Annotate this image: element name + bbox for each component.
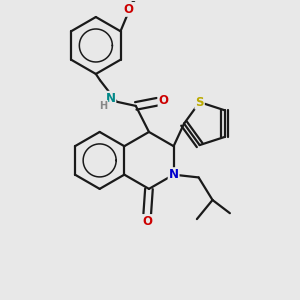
Text: H: H: [99, 101, 107, 111]
Text: O: O: [124, 3, 134, 16]
Text: N: N: [105, 92, 116, 105]
Text: O: O: [159, 94, 169, 106]
Text: O: O: [142, 215, 152, 228]
Text: S: S: [195, 96, 204, 109]
Text: N: N: [169, 168, 178, 181]
